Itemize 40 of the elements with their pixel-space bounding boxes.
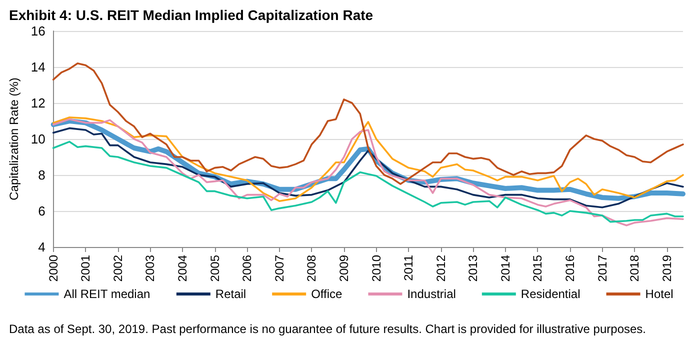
y-tick-label: 16 [30,24,46,38]
y-tick-label: 12 [30,96,46,110]
x-tick-label: 2016 [562,254,577,282]
x-tick-label: 2018 [628,254,642,282]
y-tick-label: 10 [30,132,46,146]
y-tick-label: 8 [38,168,46,182]
line-series [52,127,684,208]
x-tick-label: 2002 [110,254,125,282]
y-tick-label: 6 [38,204,46,218]
x-tick-label: 2004 [176,254,190,282]
chart-title: Exhibit 4: U.S. REIT Median Implied Capitalization Rate [9,7,374,23]
x-tick-label: 2009 [336,254,351,282]
x-tick-label: 2010 [369,254,384,282]
legend-label: Residential [520,287,580,301]
x-tick-label: 2013 [466,254,480,282]
x-tick-label: 2007 [272,254,286,282]
legend-label: Industrial [407,287,456,301]
text: Data as of Sept. 30, 2019. Past performance is no guarantee of future results. Chart is provided for illustrative purposes. [9,322,646,336]
line-series [52,118,684,226]
y-tick-label: 4 [38,240,46,254]
x-tick-label: 2012 [434,254,448,282]
legend-label: All REIT median [64,287,150,301]
line-series [52,140,684,223]
line-series [52,62,684,185]
x-tick-label: 2000 [46,254,60,282]
legend-label: Retail [215,287,246,301]
x-tick-label: 2011 [402,254,416,281]
x-tick-label: 2017 [595,254,610,282]
x-tick-label: 2014 [498,254,512,282]
x-tick-label: 2019 [660,254,674,282]
legend-label: Office [311,287,343,301]
x-tick-label: 2008 [304,254,319,282]
y-axis-title: Capitalization Rate (%) [7,78,21,200]
y-tick-label: 14 [30,60,46,74]
x-tick-label: 2006 [240,254,254,282]
legend-label: Hotel [645,287,674,301]
x-tick-label: 2015 [530,254,545,282]
x-tick-label: 2005 [208,254,222,282]
x-tick-label: 2003 [143,254,158,282]
x-tick-label: 2001 [78,254,93,282]
